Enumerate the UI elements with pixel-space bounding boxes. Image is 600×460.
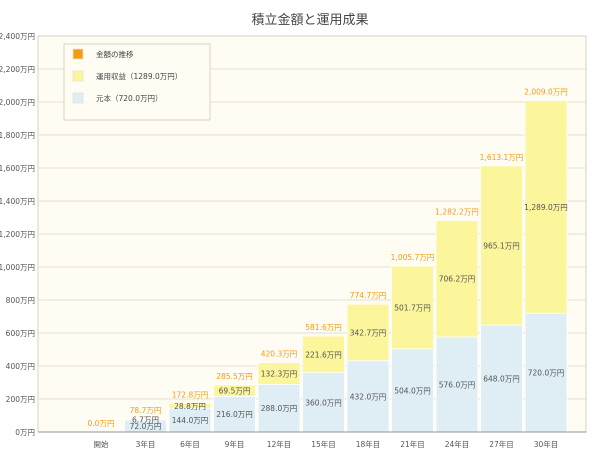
- legend-label: 元本（720.0万円）: [96, 93, 162, 103]
- principal-value-label: 576.0万円: [439, 380, 475, 389]
- y-tick-label: 2,200万円: [0, 65, 35, 74]
- gain-value-label: 1,289.0万円: [524, 203, 568, 212]
- principal-value-label: 144.0万円: [172, 416, 208, 425]
- x-tick-label: 6年目: [180, 439, 200, 449]
- gain-value-label: 6.7万円: [132, 416, 159, 425]
- total-value-label: 1,282.2万円: [435, 207, 479, 216]
- principal-value-label: 360.0万円: [305, 398, 341, 407]
- y-tick-label: 1,000万円: [0, 263, 35, 272]
- gain-bar: [346, 303, 390, 362]
- principal-value-label: 288.0万円: [261, 404, 297, 413]
- principal-value-label: 216.0万円: [216, 410, 252, 419]
- principal-bar: [346, 360, 390, 433]
- x-tick-label: 12年目: [267, 439, 292, 449]
- gain-bar: [168, 403, 212, 409]
- y-tick-label: 600万円: [6, 329, 35, 338]
- y-axis: 0万円 200万円 400万円 600万円 800万円 1,000万円 1,200万円 1,4…: [0, 32, 35, 437]
- total-value-label: 1,613.1万円: [480, 153, 524, 162]
- gain-value-label: 965.1万円: [483, 241, 519, 250]
- principal-value-label: 720.0万円: [528, 369, 564, 378]
- principal-value-label: 432.0万円: [350, 392, 386, 401]
- legend-swatch: [72, 70, 84, 82]
- principal-bar: [213, 395, 256, 433]
- principal-value-label: 72.0万円: [130, 422, 162, 431]
- gain-value-label: 28.8万円: [174, 402, 206, 411]
- gain-bar: [435, 220, 479, 338]
- x-axis: 開始 3年目 6年目 9年目 12年目 15年目 18年目 21年目 24年目 27年目 30年目: [38, 431, 586, 449]
- gain-bar: [391, 265, 434, 350]
- total-value-label: 2,009.0万円: [524, 88, 568, 97]
- gain-value-label: 501.7万円: [394, 303, 430, 312]
- principal-value-label: 504.0万円: [394, 386, 430, 395]
- legend-box: [63, 43, 211, 121]
- gain-bar: [480, 165, 523, 326]
- gain-value-label: 342.7万円: [350, 328, 386, 337]
- x-tick-label: 開始: [94, 439, 109, 449]
- total-value-label: 78.7万円: [130, 406, 162, 415]
- y-tick-label: 400万円: [6, 362, 35, 371]
- gain-value-label: 132.3万円: [261, 370, 297, 379]
- x-tick-label: 24年目: [445, 439, 470, 449]
- total-value-label: 172.8万円: [172, 390, 208, 399]
- gain-bar: [124, 418, 167, 421]
- legend-swatch: [72, 48, 84, 60]
- legend-label: 金額の推移: [96, 49, 134, 59]
- gain-value-label: 706.2万円: [439, 275, 475, 284]
- gain-bar: [524, 100, 568, 314]
- gain-value-label: 69.5万円: [219, 387, 251, 396]
- y-tick-label: 200万円: [6, 395, 35, 404]
- x-tick-label: 21年目: [400, 439, 425, 449]
- x-tick-label: 30年目: [534, 439, 559, 449]
- y-tick-label: 0万円: [15, 428, 35, 437]
- x-tick-label: 9年目: [225, 439, 245, 449]
- total-value-label: 285.5万円: [216, 372, 252, 381]
- principal-bar: [435, 336, 479, 433]
- total-value-label: 774.7万円: [350, 291, 386, 300]
- y-tick-label: 2,400万円: [0, 32, 35, 41]
- total-value-label: 1,005.7万円: [391, 253, 435, 262]
- bars: [124, 100, 568, 433]
- total-value-label: 0.0万円: [88, 419, 115, 428]
- total-value-label: 581.6万円: [305, 323, 341, 332]
- gain-bar: [302, 335, 345, 374]
- principal-bar: [391, 348, 434, 433]
- x-tick-label: 15年目: [311, 439, 336, 449]
- total-value-label: 420.3万円: [261, 350, 297, 359]
- gain-bar: [257, 362, 301, 385]
- x-tick-label: 18年目: [356, 439, 381, 449]
- principal-value-label: 648.0万円: [483, 375, 519, 384]
- y-tick-label: 1,400万円: [0, 197, 35, 206]
- legend-swatch: [72, 92, 84, 104]
- y-tick-label: 1,600万円: [0, 164, 35, 173]
- y-tick-label: 2,000万円: [0, 98, 35, 107]
- legend-label: 運用収益（1289.0万円）: [96, 71, 182, 81]
- x-tick-label: 3年目: [136, 439, 156, 449]
- x-tick-label: 27年目: [489, 439, 514, 449]
- gain-value-label: 221.6万円: [305, 350, 341, 359]
- y-tick-label: 1,200万円: [0, 230, 35, 239]
- chart-title: 積立金額と運用成果: [251, 12, 368, 28]
- principal-bar: [480, 324, 523, 433]
- gain-bar: [213, 384, 256, 397]
- y-tick-label: 800万円: [6, 296, 35, 305]
- y-tick-label: 1,800万円: [0, 131, 35, 140]
